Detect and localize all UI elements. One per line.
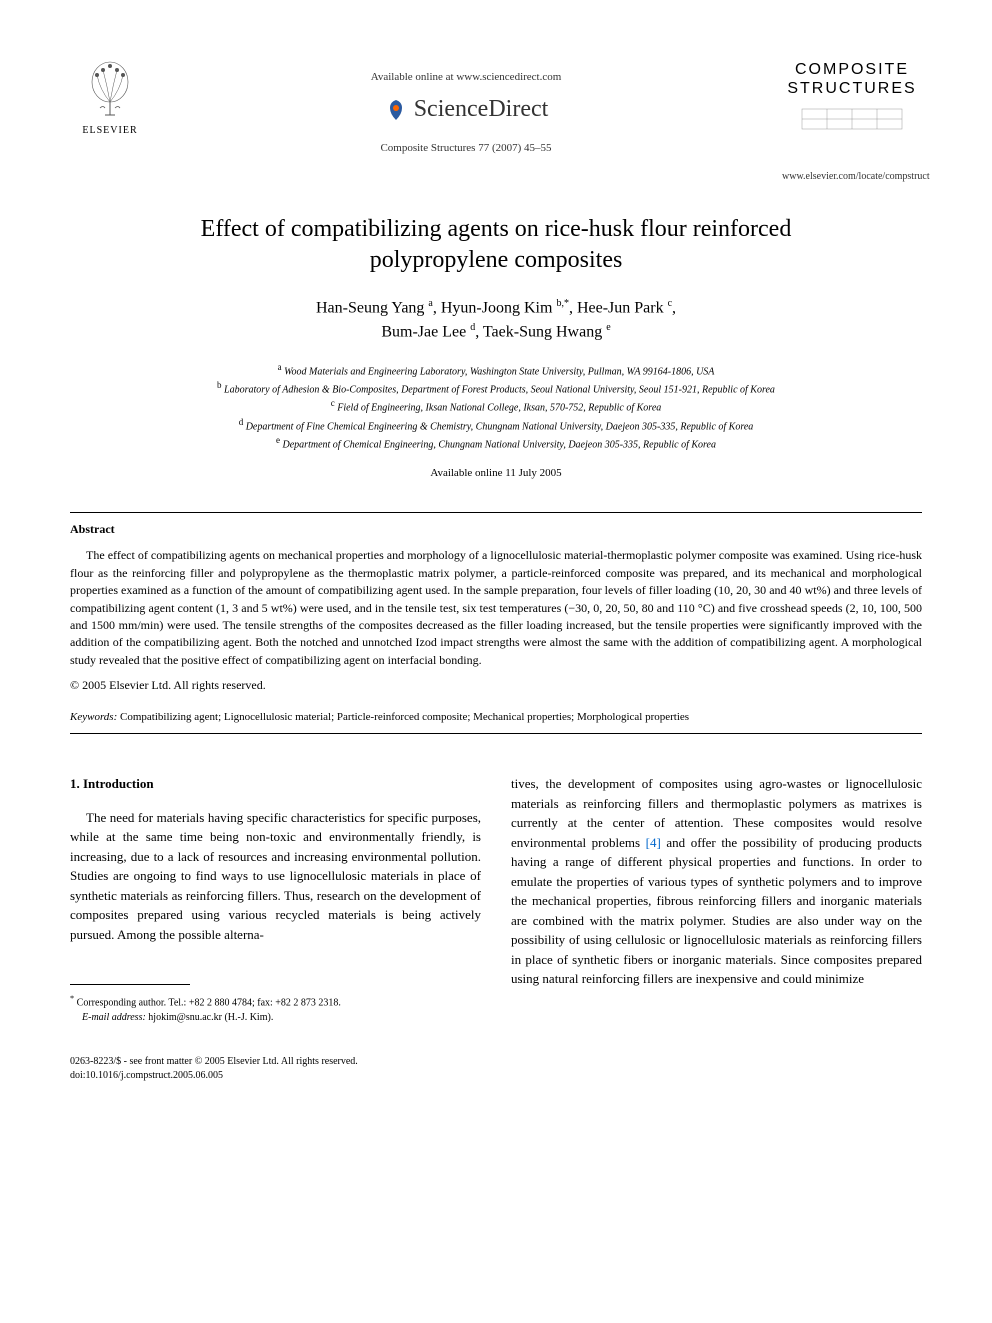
aff-c: Field of Engineering, Iksan National Col… xyxy=(335,403,662,414)
keywords-text: Compatibilizing agent; Lignocellulosic m… xyxy=(117,711,689,723)
journal-ref: Composite Structures 77 (2007) 45–55 xyxy=(150,141,782,156)
journal-url: www.elsevier.com/locate/compstruct xyxy=(782,170,922,184)
available-online-text: Available online at www.sciencedirect.co… xyxy=(150,70,782,85)
center-header: Available online at www.sciencedirect.co… xyxy=(150,60,782,156)
section-1-heading: 1. Introduction xyxy=(70,774,481,794)
elsevier-logo-block: ELSEVIER xyxy=(70,60,150,138)
footer-doi: doi:10.1016/j.compstruct.2005.06.005 xyxy=(70,1069,922,1083)
footnote-rule xyxy=(70,984,190,985)
journal-graphic-icon xyxy=(792,104,912,134)
col2-text-b: and offer the possibility of producing p… xyxy=(511,835,922,987)
abstract-heading: Abstract xyxy=(70,521,922,538)
journal-logo-text: COMPOSITE STRUCTURES xyxy=(782,60,922,98)
elsevier-label: ELSEVIER xyxy=(82,124,137,138)
affiliations: a Wood Materials and Engineering Laborat… xyxy=(70,361,922,453)
body-columns: 1. Introduction The need for materials h… xyxy=(70,774,922,1024)
available-date: Available online 11 July 2005 xyxy=(70,466,922,481)
header-row: ELSEVIER Available online at www.science… xyxy=(70,60,922,184)
col2-para: tives, the development of composites usi… xyxy=(511,774,922,989)
footnote-corresponding: * Corresponding author. Tel.: +82 2 880 … xyxy=(70,993,481,1010)
column-right: tives, the development of composites usi… xyxy=(511,774,922,1024)
footer-info: 0263-8223/$ - see front matter © 2005 El… xyxy=(70,1055,922,1083)
copyright: © 2005 Elsevier Ltd. All rights reserved… xyxy=(70,677,922,694)
aff-e: Department of Chemical Engineering, Chun… xyxy=(280,439,716,450)
keywords: Keywords: Compatibilizing agent; Lignoce… xyxy=(70,710,922,725)
author-5: , Taek-Sung Hwang xyxy=(475,324,606,341)
footer-issn: 0263-8223/$ - see front matter © 2005 El… xyxy=(70,1055,922,1069)
author-2: , Hyun-Joong Kim xyxy=(433,299,557,316)
col1-para: The need for materials having specific c… xyxy=(70,808,481,945)
journal-logo-block: COMPOSITE STRUCTURES www.elsevier.com/lo… xyxy=(782,60,922,184)
author-comma: , xyxy=(672,299,676,316)
abstract-text: The effect of compatibilizing agents on … xyxy=(70,547,922,669)
aff-b: Laboratory of Adhesion & Bio-Composites,… xyxy=(222,384,775,395)
footnote-email-text: hjokim@snu.ac.kr (H.-J. Kim). xyxy=(146,1012,274,1023)
keywords-label: Keywords: xyxy=(70,711,117,723)
journal-logo-line1: COMPOSITE xyxy=(795,61,909,78)
aff-a: Wood Materials and Engineering Laborator… xyxy=(282,366,715,377)
footnote-email: E-mail address: hjokim@snu.ac.kr (H.-J. … xyxy=(70,1011,481,1025)
sciencedirect-row: ScienceDirect xyxy=(150,93,782,127)
author-2-sup: b,* xyxy=(556,298,569,309)
footnote-corr-text: Corresponding author. Tel.: +82 2 880 47… xyxy=(74,998,341,1009)
journal-logo-line2: STRUCTURES xyxy=(787,80,916,97)
footnote-email-label: E-mail address: xyxy=(82,1012,146,1023)
ref-4-link[interactable]: [4] xyxy=(646,835,661,850)
sciencedirect-text: ScienceDirect xyxy=(414,93,549,127)
article-title: Effect of compatibilizing agents on rice… xyxy=(130,214,862,276)
author-4: Bum-Jae Lee xyxy=(381,324,470,341)
column-left: 1. Introduction The need for materials h… xyxy=(70,774,481,1024)
elsevier-tree-icon xyxy=(85,60,135,120)
rule-before-abstract xyxy=(70,512,922,513)
aff-d: Department of Fine Chemical Engineering … xyxy=(243,421,753,432)
rule-after-keywords xyxy=(70,733,922,734)
abstract-body: The effect of compatibilizing agents on … xyxy=(70,548,922,666)
author-1: Han-Seung Yang xyxy=(316,299,428,316)
authors: Han-Seung Yang a, Hyun-Joong Kim b,*, He… xyxy=(70,296,922,345)
author-3: , Hee-Jun Park xyxy=(569,299,668,316)
sciencedirect-icon xyxy=(384,98,408,122)
author-5-sup: e xyxy=(606,322,610,333)
